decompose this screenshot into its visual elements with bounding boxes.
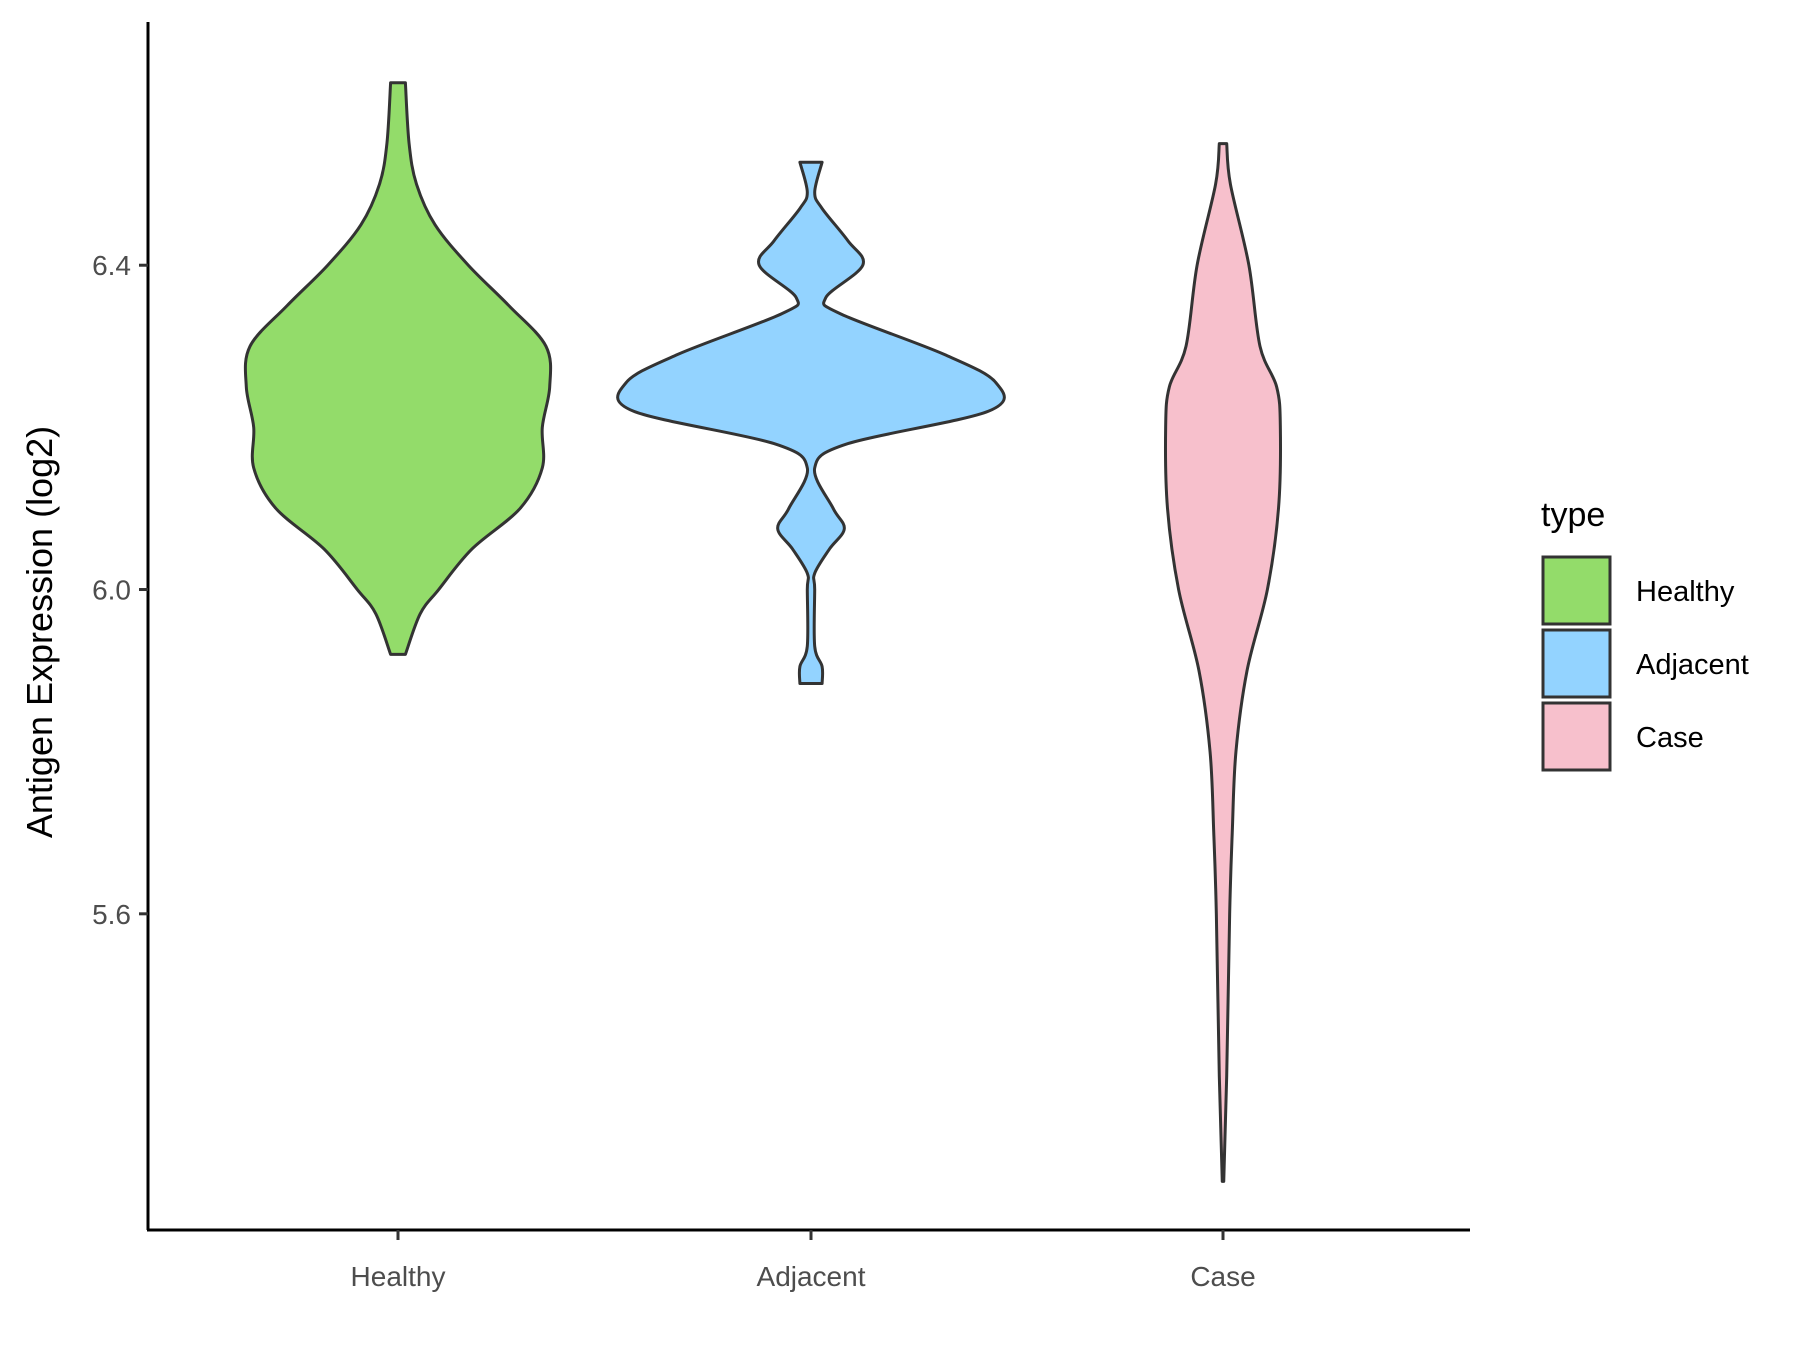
y-tick-label: 5.6 xyxy=(92,899,131,930)
violin-healthy xyxy=(243,81,553,656)
violins xyxy=(243,81,1282,1183)
legend-key-healthy xyxy=(1541,555,1612,626)
legend-items: Healthy Adjacent Case xyxy=(1541,555,1749,772)
legend-label-case: Case xyxy=(1636,722,1704,754)
legend-key-case xyxy=(1541,701,1612,772)
x-tick-label: Healthy xyxy=(351,1261,446,1292)
y-tick-label: 6.0 xyxy=(92,575,131,606)
violin-adjacent xyxy=(616,160,1006,686)
y-axis-title: Antigen Expression (log2) xyxy=(19,426,60,838)
legend-title: type xyxy=(1541,496,1605,534)
violin-case xyxy=(1164,142,1282,1183)
x-tick-label: Adjacent xyxy=(757,1261,866,1292)
legend-key-adjacent xyxy=(1541,628,1612,699)
y-ticks: 5.6 6.0 6.4 xyxy=(92,250,148,930)
y-tick-label: 6.4 xyxy=(92,250,131,281)
x-ticks: Healthy Adjacent Case xyxy=(351,1230,1256,1292)
legend: type Healthy Adjacent Case xyxy=(1541,496,1749,772)
legend-label-healthy: Healthy xyxy=(1636,576,1735,608)
x-tick-label: Case xyxy=(1190,1261,1255,1292)
legend-label-adjacent: Adjacent xyxy=(1636,649,1749,681)
